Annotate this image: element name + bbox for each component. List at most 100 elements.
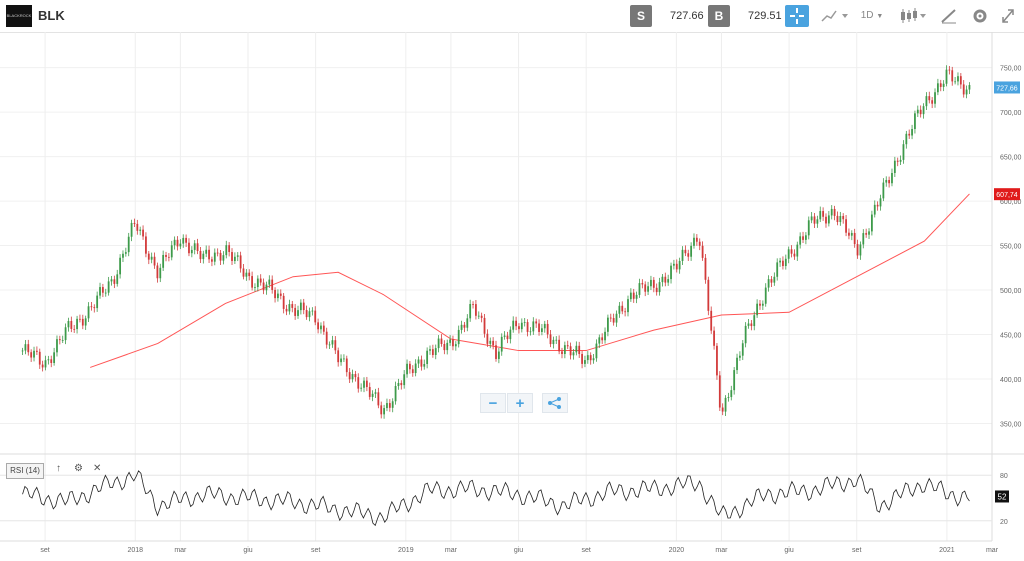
candle xyxy=(460,324,463,330)
candle xyxy=(942,83,945,87)
price-chart[interactable]: 750,00 700,00 650,00 600,00 550,00 500,00 450,… xyxy=(0,32,1024,561)
candle xyxy=(411,369,414,374)
candle xyxy=(506,335,509,340)
candle xyxy=(167,256,170,258)
candle xyxy=(466,318,469,328)
candle xyxy=(848,232,850,236)
candle xyxy=(767,279,770,288)
candle xyxy=(908,133,911,136)
candle xyxy=(188,242,190,254)
chart-type-button[interactable] xyxy=(818,5,850,27)
candle xyxy=(360,387,363,389)
candle xyxy=(569,346,572,356)
candle xyxy=(543,323,546,329)
candle xyxy=(142,229,144,237)
candle xyxy=(314,310,317,323)
candle xyxy=(893,160,896,174)
candle xyxy=(770,279,773,283)
candle xyxy=(274,289,276,299)
candle xyxy=(959,76,962,85)
candle xyxy=(41,364,44,368)
candle xyxy=(761,303,764,306)
rsi-label[interactable]: RSI (14) xyxy=(6,463,44,479)
candle xyxy=(219,252,222,261)
candle xyxy=(529,331,532,333)
x-tick-label: set xyxy=(582,547,591,554)
candle xyxy=(868,231,870,235)
candle xyxy=(81,318,84,326)
candle xyxy=(538,323,540,332)
candle xyxy=(713,330,715,346)
candle xyxy=(317,322,319,330)
candle xyxy=(211,259,213,262)
candle xyxy=(607,317,609,332)
zoom-in-button[interactable]: + xyxy=(507,393,533,413)
candle xyxy=(833,208,836,216)
candle xyxy=(870,214,873,232)
candle xyxy=(380,405,383,415)
draw-icon xyxy=(941,9,956,24)
candle xyxy=(655,287,658,293)
candle xyxy=(489,340,492,344)
candle xyxy=(254,287,256,288)
candle xyxy=(885,179,888,183)
candle-style-button[interactable] xyxy=(896,5,928,27)
candle xyxy=(782,260,784,267)
candle xyxy=(76,318,78,330)
candle xyxy=(208,249,210,260)
candle xyxy=(116,274,119,284)
candle xyxy=(113,279,116,284)
candle xyxy=(627,299,629,313)
candle xyxy=(641,283,644,285)
arrow-up-icon[interactable]: ↑ xyxy=(56,463,61,474)
candle xyxy=(592,358,595,361)
candle xyxy=(87,306,90,319)
candle xyxy=(618,305,621,314)
candle xyxy=(35,350,38,352)
candle xyxy=(733,370,736,391)
x-tick-label: mar xyxy=(986,547,999,554)
candle xyxy=(196,243,199,252)
candle xyxy=(331,340,334,345)
gear-icon[interactable]: ⚙ xyxy=(74,463,83,474)
x-tick-label: mar xyxy=(174,547,187,554)
line-chart-icon xyxy=(821,10,848,22)
candle xyxy=(61,340,64,341)
buy-button[interactable]: B xyxy=(708,5,730,27)
candle xyxy=(133,222,136,224)
y-tick-label: 350,00 xyxy=(1000,422,1022,429)
close-icon[interactable]: ✕ xyxy=(93,463,102,474)
candle xyxy=(302,302,305,311)
share-icon xyxy=(548,397,561,409)
candle xyxy=(764,287,767,304)
candle xyxy=(337,350,340,363)
candle xyxy=(265,284,268,291)
candle xyxy=(30,352,33,358)
symbol-name: BLK xyxy=(38,8,65,23)
candle xyxy=(716,345,718,376)
candle xyxy=(721,407,724,412)
share-button[interactable] xyxy=(542,393,568,413)
expand-button[interactable] xyxy=(998,5,1018,27)
rsi-value-label: 52 xyxy=(998,492,1007,501)
draw-button[interactable] xyxy=(938,5,960,27)
candle xyxy=(701,245,704,258)
rsi-panel: 80 20 52 xyxy=(0,453,1024,527)
candle xyxy=(394,386,397,402)
timeframe-label: 1D xyxy=(860,10,874,21)
x-tick-label: 2019 xyxy=(398,547,414,554)
candle xyxy=(73,328,76,330)
x-tick-label: 2021 xyxy=(939,547,955,554)
value-tags: 727,66 607,74 xyxy=(994,81,1020,201)
crosshair-button[interactable] xyxy=(785,5,809,27)
settings-button[interactable] xyxy=(970,5,990,27)
sell-button[interactable]: S xyxy=(630,5,652,27)
candle xyxy=(836,215,839,223)
candle xyxy=(297,310,299,316)
candle xyxy=(773,276,776,283)
zoom-out-button[interactable]: − xyxy=(480,393,506,413)
candle xyxy=(363,380,365,388)
candle xyxy=(190,249,193,254)
candle xyxy=(549,334,552,345)
timeframe-button[interactable]: 1D ▼ xyxy=(858,5,886,27)
